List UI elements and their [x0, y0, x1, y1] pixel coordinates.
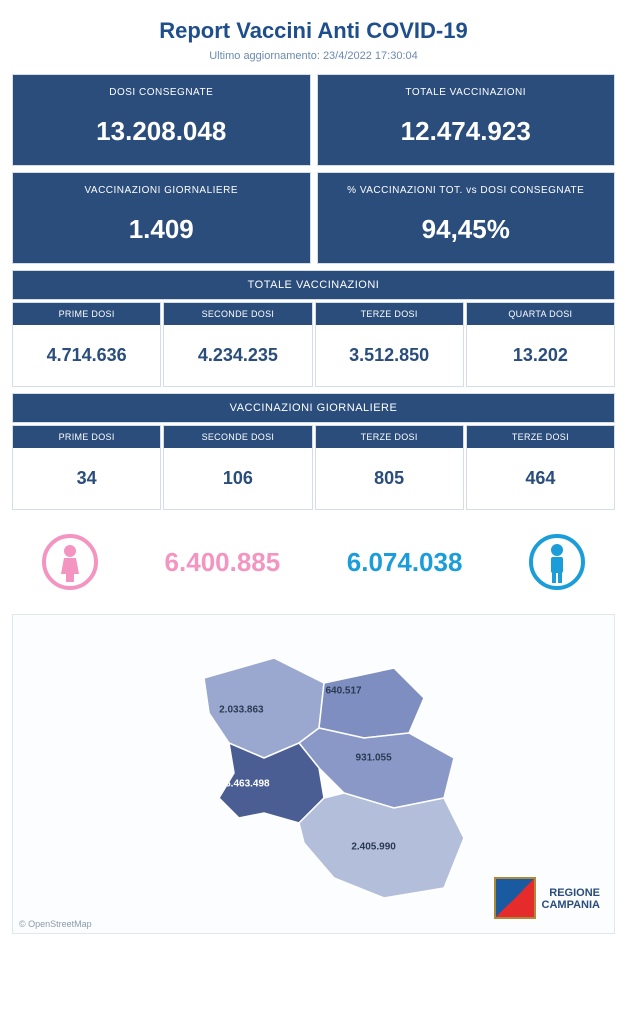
map-attribution: © OpenStreetMap	[19, 919, 92, 929]
card-doses-delivered: DOSI CONSEGNATE 13.208.048	[12, 74, 311, 166]
subcard-seconde-dosi: SECONDE DOSI 4.234.235	[163, 302, 312, 387]
subcard-daily-terze: TERZE DOSI 805	[315, 425, 464, 510]
subcard-label: PRIME DOSI	[13, 303, 160, 325]
regione-logo: REGIONECAMPANIA	[494, 877, 600, 919]
totals-section-header: TOTALE VACCINAZIONI	[12, 270, 615, 300]
subcard-value: 34	[13, 448, 160, 509]
daily-grid: PRIME DOSI 34 SECONDE DOSI 106 TERZE DOS…	[12, 425, 615, 510]
subcard-value: 13.202	[467, 325, 614, 386]
campania-map	[144, 628, 484, 908]
card-label: DOSI CONSEGNATE	[17, 87, 306, 98]
female-count: 6.400.885	[165, 547, 281, 578]
subcard-label: TERZE DOSI	[316, 303, 463, 325]
card-total-vaccinations: TOTALE VACCINAZIONI 12.474.923	[317, 74, 616, 166]
subcard-daily-seconde: SECONDE DOSI 106	[163, 425, 312, 510]
subcard-quarta-dosi: QUARTA DOSI 13.202	[466, 302, 615, 387]
subcard-value: 805	[316, 448, 463, 509]
gender-row: 6.400.885 6.074.038	[12, 516, 615, 608]
subcard-label: QUARTA DOSI	[467, 303, 614, 325]
subcard-value: 3.512.850	[316, 325, 463, 386]
subcard-label: SECONDE DOSI	[164, 426, 311, 448]
card-label: TOTALE VACCINAZIONI	[322, 87, 611, 98]
card-value: 12.474.923	[322, 116, 611, 147]
top-metrics-row-1: DOSI CONSEGNATE 13.208.048 TOTALE VACCIN…	[12, 74, 615, 166]
card-daily-vaccinations: VACCINAZIONI GIORNALIERE 1.409	[12, 172, 311, 264]
logo-shield-icon	[494, 877, 536, 919]
map-label-benevento: 640.517	[325, 686, 361, 697]
card-label: % VACCINAZIONI TOT. vs DOSI CONSEGNATE	[322, 185, 611, 196]
subcard-value: 464	[467, 448, 614, 509]
subcard-label: SECONDE DOSI	[164, 303, 311, 325]
male-icon	[529, 534, 585, 590]
logo-text: REGIONECAMPANIA	[542, 887, 600, 911]
map-label-napoli: 6.463.498	[225, 778, 270, 789]
top-metrics-row-2: VACCINAZIONI GIORNALIERE 1.409 % VACCINA…	[12, 172, 615, 264]
card-label: VACCINAZIONI GIORNALIERE	[17, 185, 306, 196]
card-value: 94,45%	[322, 214, 611, 245]
subcard-prime-dosi: PRIME DOSI 4.714.636	[12, 302, 161, 387]
male-count: 6.074.038	[347, 547, 463, 578]
subcard-label: TERZE DOSI	[467, 426, 614, 448]
totals-grid: PRIME DOSI 4.714.636 SECONDE DOSI 4.234.…	[12, 302, 615, 387]
last-update: Ultimo aggiornamento: 23/4/2022 17:30:04	[12, 50, 615, 62]
map-container: 2.033.863 640.517 931.055 6.463.498 2.40…	[12, 614, 615, 934]
map-label-salerno: 2.405.990	[351, 842, 396, 853]
card-value: 13.208.048	[17, 116, 306, 147]
subcard-daily-prime: PRIME DOSI 34	[12, 425, 161, 510]
subcard-value: 4.234.235	[164, 325, 311, 386]
female-icon	[42, 534, 98, 590]
map-label-caserta: 2.033.863	[219, 705, 264, 716]
card-pct-vaccinations: % VACCINAZIONI TOT. vs DOSI CONSEGNATE 9…	[317, 172, 616, 264]
daily-section-header: VACCINAZIONI GIORNALIERE	[12, 393, 615, 423]
subcard-terze-dosi: TERZE DOSI 3.512.850	[315, 302, 464, 387]
card-value: 1.409	[17, 214, 306, 245]
region-benevento	[319, 668, 424, 738]
page-title: Report Vaccini Anti COVID-19	[12, 18, 615, 44]
map-label-avellino: 931.055	[356, 753, 392, 764]
subcard-value: 4.714.636	[13, 325, 160, 386]
subcard-label: PRIME DOSI	[13, 426, 160, 448]
subcard-daily-terze-2: TERZE DOSI 464	[466, 425, 615, 510]
subcard-value: 106	[164, 448, 311, 509]
subcard-label: TERZE DOSI	[316, 426, 463, 448]
